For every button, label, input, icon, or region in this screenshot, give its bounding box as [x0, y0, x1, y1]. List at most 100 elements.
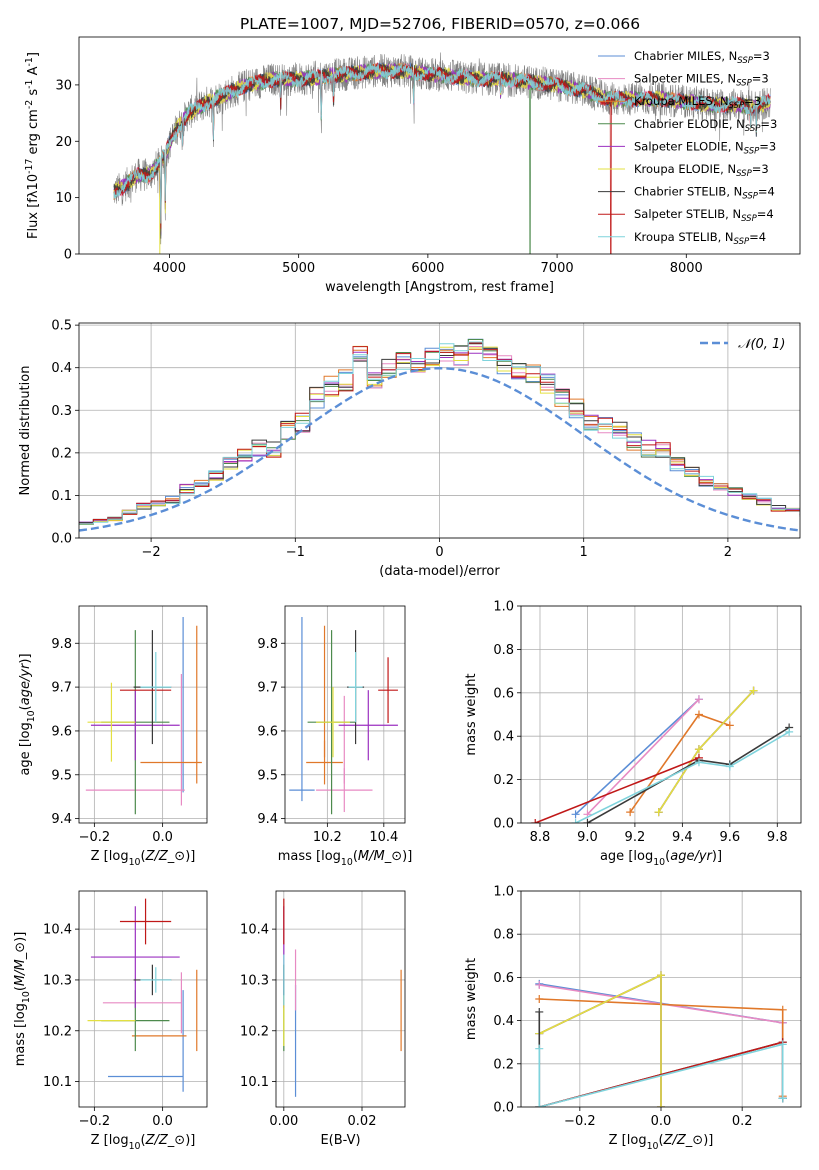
y-tick-label: 0.0 — [493, 817, 514, 832]
y-tick-label: 1.0 — [493, 600, 514, 615]
x-tick-label: 10.2 — [313, 830, 342, 845]
y-tick-label: 10.2 — [43, 1024, 72, 1039]
y-axis-label: Normed distribution — [18, 366, 33, 496]
axes-mass-weight-vs-Z: −0.2 0.0 0.2 0.0 0.2 0.4 0.6 0.8 1.0 Z [log10(Z/Z… — [464, 885, 802, 1152]
plot-area — [85, 616, 202, 815]
x-tick-label: −2 — [142, 545, 161, 560]
y-tick-label: 9.7 — [257, 681, 278, 696]
x-axis-label: Z [log10(Z/Z_⊙)] — [91, 1133, 196, 1152]
series-marker — [535, 1044, 544, 1053]
x-tick-label: 0.0 — [651, 1114, 672, 1129]
legend-label: Kroupa STELIB, NSSP=4 — [634, 230, 766, 247]
histogram-salpeter-elodie — [79, 351, 800, 523]
y-tick-label: 0.2 — [493, 1057, 514, 1072]
plot-area — [531, 686, 794, 823]
legend-label: Chabrier STELIB, NSSP=4 — [634, 185, 775, 202]
x-tick-label: 9.4 — [672, 830, 693, 845]
series-marker — [571, 819, 580, 823]
x-tick-label: 9.2 — [625, 830, 646, 845]
y-axis-label: age [log10(age/yr)] — [18, 653, 37, 775]
y-tick-label: 0.0 — [51, 532, 72, 547]
legend-label: 𝒩(0, 1) — [738, 337, 785, 352]
axes-frame — [78, 322, 801, 539]
series-marker — [571, 810, 580, 819]
y-tick-label: 9.8 — [51, 637, 72, 652]
x-tick-label: 0.2 — [732, 1114, 753, 1129]
y-tick-label: 0.8 — [493, 928, 514, 943]
x-tick-label: 4000 — [153, 261, 186, 276]
legend-label: Salpeter STELIB, NSSP=4 — [634, 207, 774, 224]
series-marker — [725, 762, 734, 771]
y-tick-label: 0 — [64, 248, 72, 263]
histogram-kroupa-miles — [79, 348, 800, 524]
y-tick-label: 0.4 — [51, 361, 72, 376]
series-line-chabrier-stelib — [587, 726, 790, 823]
axes-age-vs-mass: 10.2 10.4 9.4 9.5 9.6 9.7 9.8 mass [log10(M/M_⊙… — [257, 605, 413, 868]
histogram-salpeter-miles — [79, 346, 800, 524]
plot-area — [535, 971, 787, 1107]
x-axis-label: wavelength [Angstrom, rest frame] — [325, 280, 554, 295]
x-tick-label: 5000 — [282, 261, 315, 276]
plot-area — [289, 616, 398, 815]
y-tick-label: 10.2 — [240, 1024, 269, 1039]
y-tick-label: 1.0 — [493, 885, 514, 900]
axes-frame — [78, 890, 208, 1108]
plot-area — [113, 52, 771, 254]
x-tick-label: 6000 — [411, 261, 444, 276]
axes-residuals: −2 −1 0 1 2 0.0 0.1 0.2 0.3 0.4 0.5 (data-model)/er… — [18, 319, 801, 579]
series-marker — [694, 710, 703, 719]
y-axis-label: mass weight — [464, 673, 479, 755]
axes-frame — [284, 605, 406, 824]
y-tick-label: 9.5 — [51, 768, 72, 783]
x-tick-label: 7000 — [541, 261, 574, 276]
x-tick-label: 0 — [435, 545, 443, 560]
y-tick-label: 0.4 — [493, 730, 514, 745]
y-tick-label: 0.6 — [493, 971, 514, 986]
y-tick-label: 9.5 — [257, 768, 278, 783]
series-marker — [583, 819, 592, 823]
histogram-kroupa-elodie — [79, 345, 800, 525]
series-line-kroupa-miles — [629, 713, 731, 813]
x-tick-label: 1 — [580, 545, 588, 560]
series-marker — [657, 1103, 665, 1107]
y-tick-label: 30 — [55, 78, 72, 93]
y-tick-label: 9.6 — [51, 724, 72, 739]
y-tick-label: 9.6 — [257, 724, 278, 739]
axes-frame — [78, 605, 208, 824]
plot-area — [283, 898, 402, 1097]
series-marker — [785, 727, 794, 736]
x-tick-label: 8000 — [670, 261, 703, 276]
series-marker — [749, 686, 758, 695]
y-tick-label: 10.1 — [43, 1075, 72, 1090]
y-tick-label: 0.4 — [493, 1014, 514, 1029]
series-marker — [657, 971, 665, 980]
normal-curve — [79, 366, 800, 532]
x-tick-label: −0.2 — [564, 1114, 596, 1129]
y-tick-label: 0.5 — [51, 319, 72, 334]
spectrum-legend: Chabrier MILES, NSSP=3 Salpeter MILES, NS… — [598, 49, 777, 247]
x-tick-label: 2 — [724, 545, 732, 560]
x-axis-label: mass [log10(M/M_⊙)] — [278, 849, 413, 868]
y-tick-label: 0.3 — [51, 404, 72, 419]
series-marker — [535, 1103, 544, 1107]
axes-mass-vs-EBV: 0.00 0.02 10.1 10.2 10.3 10.4 E(B-V) — [240, 890, 406, 1148]
axes-frame — [520, 605, 802, 824]
series-marker — [535, 1007, 544, 1016]
axes-mass-vs-Z: −0.2 0.0 10.1 10.2 10.3 10.4 Z [log10(Z/Z_⊙)] m… — [13, 890, 208, 1152]
x-axis-label: Z [log10(Z/Z_⊙)] — [91, 849, 196, 868]
series-marker — [626, 808, 635, 817]
x-tick-label: 10.4 — [369, 830, 398, 845]
y-tick-label: 10.4 — [43, 923, 72, 938]
series-marker — [694, 695, 703, 704]
x-axis-label: E(B-V) — [320, 1133, 360, 1148]
series-marker — [725, 721, 734, 730]
y-tick-label: 10.3 — [43, 973, 72, 988]
x-tick-label: −0.2 — [79, 830, 111, 845]
x-axis-label: age [log10(age/yr)] — [600, 849, 722, 868]
axes-spectrum: 4000 5000 6000 7000 8000 0 10 20 30 wavelength [A… — [24, 36, 801, 295]
y-tick-label: 9.7 — [51, 681, 72, 696]
legend-label: Chabrier ELODIE, NSSP=3 — [634, 117, 777, 134]
y-tick-label: 0.6 — [493, 686, 514, 701]
y-tick-label: 10.4 — [240, 923, 269, 938]
y-tick-label: 0.2 — [51, 446, 72, 461]
